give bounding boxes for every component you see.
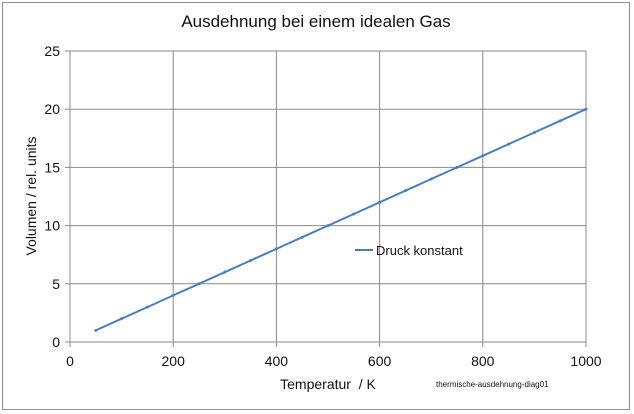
data-point: [352, 212, 356, 216]
data-point: [532, 130, 536, 134]
y-tick-label: 15: [44, 159, 60, 175]
data-point: [145, 305, 149, 309]
data-point: [429, 177, 433, 181]
series-line: [95, 108, 587, 332]
data-point: [300, 235, 304, 239]
data-point: [326, 224, 330, 228]
series-lines: [94, 107, 588, 332]
y-tick-label: 5: [52, 276, 60, 292]
data-point: [249, 259, 253, 263]
data-point: [94, 328, 98, 332]
data-point: [403, 189, 407, 193]
y-axis-label: Volumen / rel. units: [23, 136, 39, 255]
x-tick-label: 1000: [570, 353, 601, 369]
y-tick-label: 10: [44, 218, 60, 234]
x-axis-label: Temperatur / K: [280, 376, 376, 392]
data-point: [584, 107, 588, 111]
x-tick-label: 0: [66, 353, 74, 369]
data-point: [507, 142, 511, 146]
x-tick-label: 400: [265, 353, 289, 369]
data-point: [274, 247, 278, 251]
gridlines: [65, 50, 587, 347]
x-tick-label: 800: [471, 353, 495, 369]
data-point: [120, 317, 124, 321]
data-point: [481, 154, 485, 158]
chart-title: Ausdehnung bei einem idealen Gas: [181, 12, 450, 31]
data-point: [455, 165, 459, 169]
legend: Druck konstant: [355, 243, 463, 258]
x-tick-label: 200: [162, 353, 186, 369]
data-point: [558, 119, 562, 123]
y-tick-label: 20: [44, 101, 60, 117]
y-tick-labels: 0 5 10 15 20 25: [44, 43, 60, 350]
data-point: [223, 270, 227, 274]
data-point: [378, 200, 382, 204]
data-point: [197, 282, 201, 286]
data-point: [171, 293, 175, 297]
x-tick-label: 600: [368, 353, 392, 369]
y-tick-label: 0: [52, 334, 60, 350]
x-tick-labels: 0 200 400 600 800 1000: [66, 353, 602, 369]
y-tick-label: 25: [44, 43, 60, 59]
chart-annotation: thermische-ausdehnung-diag01: [436, 380, 549, 389]
legend-label: Druck konstant: [376, 243, 463, 258]
